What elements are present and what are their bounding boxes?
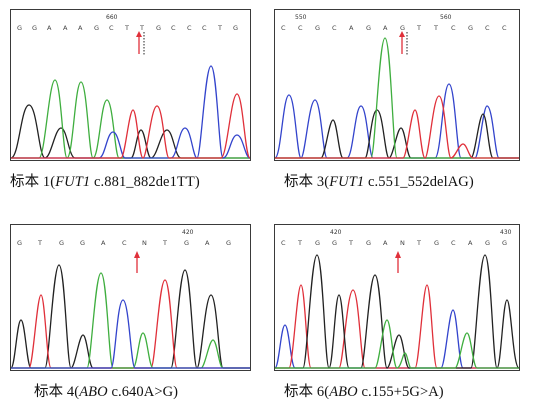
base-call: C: [298, 24, 303, 32]
base-call: T: [124, 24, 129, 32]
base-call: A: [468, 239, 473, 247]
base-call: T: [217, 24, 222, 32]
base-calls: C C G C A G A G T T C G C C: [281, 24, 507, 32]
base-call: C: [332, 24, 337, 32]
chromatogram-s3: 550 560 C C G C A G A G T T C G C C: [275, 14, 519, 159]
base-call: G: [184, 239, 189, 247]
base-calls: G G A A A G C T T G C C C T G: [17, 24, 238, 32]
base-call: C: [202, 24, 207, 32]
base-call: A: [383, 24, 388, 32]
chromatogram-s1: 660 G G A A A G C T T G C C C T G: [11, 14, 250, 159]
base-call: G: [434, 239, 439, 247]
base-call: G: [17, 239, 22, 247]
base-call: C: [281, 239, 286, 247]
position-label-left: 550: [295, 14, 307, 21]
base-call: A: [349, 24, 354, 32]
base-call: G: [59, 239, 64, 247]
base-call: C: [171, 24, 176, 32]
base-call: G: [315, 24, 320, 32]
base-call: T: [416, 239, 421, 247]
base-call: G: [233, 24, 238, 32]
base-call: G: [485, 239, 490, 247]
chromatogram-s4: 420 G T G G A C N T G A G: [11, 229, 250, 369]
position-label-right: 560: [440, 14, 452, 21]
trace-lines: [11, 264, 250, 369]
base-call: G: [226, 239, 231, 247]
base-call: A: [63, 24, 68, 32]
base-call: G: [502, 239, 507, 247]
mutation-arrow: [136, 31, 145, 56]
base-call: T: [297, 239, 302, 247]
base-call: G: [366, 24, 371, 32]
base-call: C: [122, 239, 127, 247]
mutation-arrow: [134, 251, 140, 273]
base-call: T: [416, 24, 421, 32]
base-call: C: [187, 24, 192, 32]
base-call: T: [433, 24, 438, 32]
base-call: C: [109, 24, 114, 32]
base-call: G: [32, 24, 37, 32]
mutation-arrow: [399, 31, 408, 56]
base-calls: G T G G A C N T G A G: [17, 239, 231, 247]
caption-s4: 标本 4(ABO c.640A>G): [34, 384, 179, 400]
base-call: C: [502, 24, 507, 32]
base-call: N: [400, 239, 405, 247]
chromatogram-panel-s1: 660 G G A A A G C T T G C C C T G: [10, 9, 251, 161]
base-call: G: [156, 24, 161, 32]
caption-s6: 标本 6(ABO c.155+5G>A): [284, 384, 444, 400]
base-call: G: [400, 24, 405, 32]
base-call: A: [205, 239, 210, 247]
base-call: N: [142, 239, 147, 247]
base-call: G: [80, 239, 85, 247]
trace-lines: [275, 254, 519, 369]
position-label-right: 430: [500, 229, 512, 236]
position-label: 660: [106, 14, 118, 21]
base-call: G: [468, 24, 473, 32]
mutation-arrow: [395, 251, 401, 273]
base-call: C: [281, 24, 286, 32]
caption-s3: 标本 3(FUT1 c.551_552delAG): [284, 174, 474, 190]
chromatogram-panel-s4: 420 G T G G A C N T G A G: [10, 224, 251, 371]
base-call: C: [485, 24, 490, 32]
base-call: G: [366, 239, 371, 247]
base-call: T: [348, 239, 353, 247]
base-call: T: [37, 239, 42, 247]
base-call: G: [17, 24, 22, 32]
position-label-left: 420: [330, 229, 342, 236]
base-call: A: [78, 24, 83, 32]
trace-lines: [11, 65, 250, 159]
base-call: G: [332, 239, 337, 247]
chromatogram-s6: 420 430 C T G G T G A N T G C A G G: [275, 229, 519, 369]
base-call: C: [451, 239, 456, 247]
base-calls: C T G G T G A N T G C A G G: [281, 239, 507, 247]
chromatogram-panel-s3: 550 560 C C G C A G A G T T C G C C: [274, 9, 520, 161]
base-call: T: [139, 24, 144, 32]
base-call: A: [47, 24, 52, 32]
chromatogram-panel-s6: 420 430 C T G G T G A N T G C A G G: [274, 224, 520, 371]
trace-lines: [275, 37, 519, 159]
base-call: C: [451, 24, 456, 32]
caption-s1: 标本 1(FUT1 c.881_882de1TT): [10, 174, 200, 190]
base-call: A: [101, 239, 106, 247]
position-label: 420: [182, 229, 194, 236]
base-call: G: [315, 239, 320, 247]
base-call: G: [94, 24, 99, 32]
base-call: T: [162, 239, 167, 247]
base-call: A: [383, 239, 388, 247]
